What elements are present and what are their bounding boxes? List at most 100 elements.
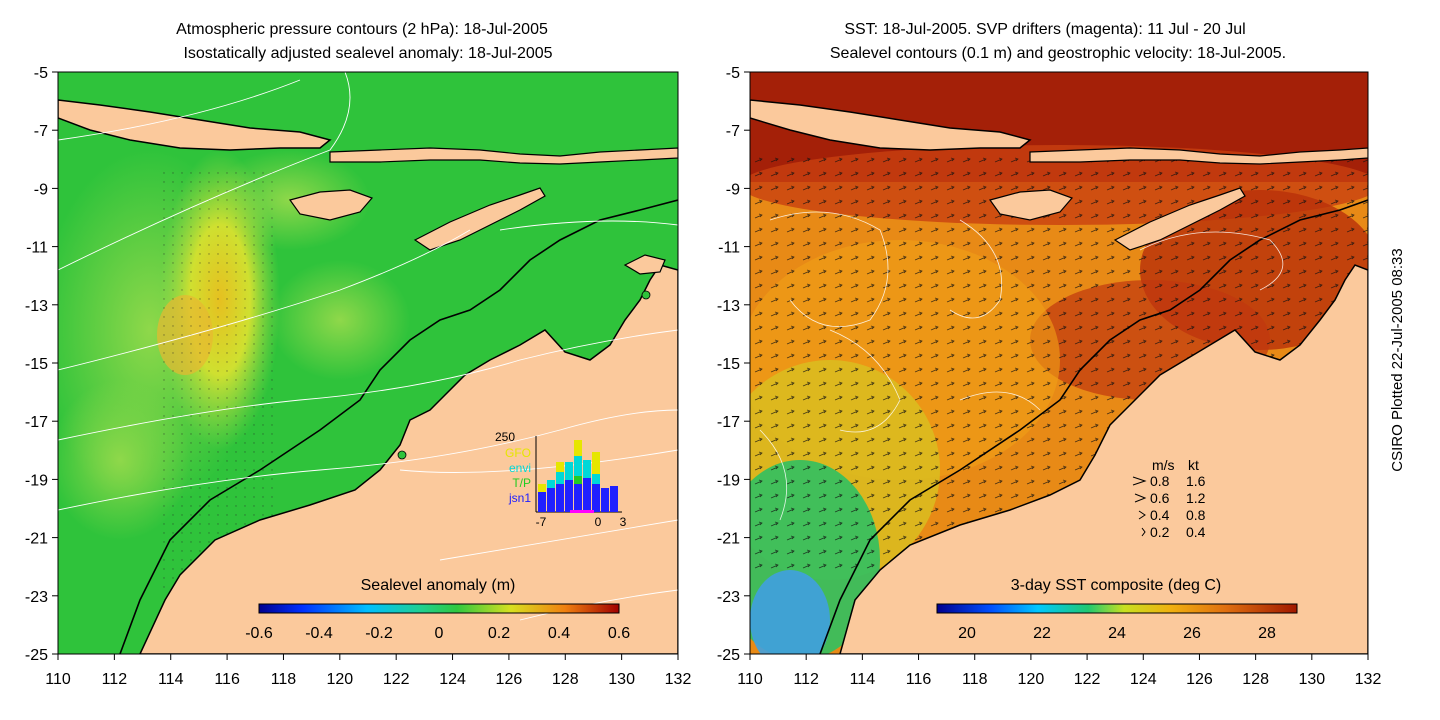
left-colorbar-label: Sealevel anomaly (m): [361, 577, 516, 594]
lat-tick-label: -15: [25, 356, 48, 373]
lon-tick-label: 124: [439, 671, 466, 688]
inset-legend-entry: jsn1: [508, 491, 531, 505]
velocity-scale-arrow: [1138, 510, 1146, 520]
right-sumba-island: [989, 189, 1074, 221]
lon-tick-label: 116: [214, 671, 240, 688]
right-java-land: [750, 99, 1032, 151]
left-java-land: [58, 99, 332, 151]
left-shelf-contour: [119, 199, 678, 654]
velocity-ms-value: 0.2: [1150, 524, 1170, 540]
lat-tick-label: -13: [25, 298, 48, 315]
colorbar-tick-label: 0: [435, 625, 444, 642]
colorbar-tick-label: 26: [1183, 625, 1201, 642]
lat-tick-label: -5: [34, 65, 48, 82]
inset-legend-entry: T/P: [512, 476, 531, 490]
lat-tick-label: -17: [25, 414, 48, 431]
lat-tick-label: -25: [25, 647, 48, 664]
lat-tick-label: -21: [25, 531, 48, 548]
lon-tick-label: 122: [383, 671, 410, 688]
velocity-legend-rows: 0.8 1.60.6 1.20.4 0.80.2 0.4: [1132, 473, 1206, 540]
lon-tick-label: 130: [1298, 671, 1325, 688]
lon-tick-label: 118: [271, 671, 297, 688]
left-latitude-axis: -5 -7 -9 -11 -13 -15 -17 -19 -21 -23 -25: [25, 65, 58, 664]
lat-tick-label: -19: [717, 472, 740, 489]
inset-ymax-label: 250: [495, 430, 515, 444]
lat-tick-label: -17: [717, 414, 740, 431]
velocity-kt-value: 0.8: [1186, 507, 1206, 523]
right-title-line2: Sealevel contours (0.1 m) and geostrophi…: [830, 45, 1286, 62]
velocity-kt-value: 1.2: [1186, 490, 1206, 506]
velocity-scale-arrow: [1141, 527, 1146, 537]
colorbar-tick-label: -0.2: [365, 625, 393, 642]
lat-tick-label: -7: [726, 123, 740, 140]
left-longitude-axis: 110 112 114 116 118 120 122 124 126 128 130 132: [45, 654, 691, 688]
velocity-header-ms: m/s: [1152, 457, 1175, 473]
lon-tick-label: 114: [158, 671, 184, 688]
velocity-kt-value: 1.6: [1186, 473, 1206, 489]
left-australia-land: [139, 264, 678, 654]
right-colorbar-ticks: 20 22 24 26 28: [958, 625, 1276, 642]
velocity-ms-value: 0.8: [1150, 473, 1170, 489]
lat-tick-label: -23: [717, 589, 740, 606]
colorbar-tick-label: 0.6: [608, 625, 630, 642]
lon-tick-label: 128: [1242, 671, 1269, 688]
velocity-ms-value: 0.6: [1150, 490, 1170, 506]
lon-tick-label: 126: [1186, 671, 1213, 688]
lon-tick-label: 120: [326, 671, 353, 688]
left-lesser-sunda-islands: [329, 147, 678, 165]
colorbar-tick-label: 20: [958, 625, 976, 642]
lon-tick-label: 112: [793, 671, 819, 688]
left-map-panel: [58, 72, 678, 654]
colorbar-tick-label: 28: [1258, 625, 1276, 642]
colorbar-tick-label: 0.2: [488, 625, 510, 642]
lon-tick-label: 128: [552, 671, 579, 688]
lon-tick-label: 132: [1355, 671, 1382, 688]
lon-tick-label: 116: [906, 671, 932, 688]
left-timor-island: [413, 187, 546, 251]
lon-tick-label: 124: [1130, 671, 1157, 688]
lat-tick-label: -25: [717, 647, 740, 664]
left-colorbar-ticks: -0.6 -0.4 -0.2 0 0.2 0.4 0.6: [245, 625, 630, 642]
right-latitude-axis: -5 -7 -9 -11 -13 -15 -17 -19 -21 -23 -25: [717, 65, 750, 664]
sealevel-contours: [759, 211, 1284, 521]
velocity-kt-value: 0.4: [1186, 524, 1206, 540]
left-colorbar: [258, 603, 620, 614]
left-title-line1: Atmospheric pressure contours (2 hPa): 1…: [176, 21, 548, 38]
lat-tick-label: -15: [717, 356, 740, 373]
lat-tick-label: -11: [26, 240, 48, 257]
lat-tick-label: -23: [25, 589, 48, 606]
right-lesser-sunda-islands: [1029, 147, 1368, 165]
inset-bars: [538, 440, 618, 513]
plot-credit: CSIRO Plotted 22-Jul-2005 08:33: [1389, 248, 1406, 471]
right-longitude-axis: 110 112 114 116 118 120 122 124 126 128 130 132: [737, 654, 1381, 688]
inset-x-tick-label: -7: [536, 515, 547, 529]
colorbar-tick-label: 22: [1033, 625, 1051, 642]
lon-tick-label: 126: [496, 671, 523, 688]
inset-legend-entry: GFO: [505, 446, 531, 460]
velocity-ms-value: 0.4: [1150, 507, 1170, 523]
velocity-scale-arrow: [1134, 493, 1147, 503]
lat-tick-label: -9: [726, 181, 740, 198]
lat-tick-label: -13: [717, 298, 740, 315]
inset-x-tick-label: 0: [595, 515, 602, 529]
lon-tick-label: 110: [737, 671, 763, 688]
lat-tick-label: -9: [34, 181, 48, 198]
lon-tick-label: 114: [850, 671, 876, 688]
velocity-header-kt: kt: [1188, 457, 1199, 473]
pressure-contours: [58, 72, 678, 621]
colorbar-tick-label: 0.4: [548, 625, 570, 642]
lat-tick-label: -11: [718, 240, 740, 257]
lon-tick-label: 118: [962, 671, 988, 688]
lon-tick-label: 132: [665, 671, 692, 688]
lat-tick-label: -5: [726, 65, 740, 82]
right-map-panel: [750, 72, 1368, 654]
right-timor-island: [1113, 187, 1246, 251]
inset-x-tick-label: 3: [620, 515, 627, 529]
inset-x-ticks: -7 0 3: [536, 515, 627, 529]
lon-tick-label: 120: [1018, 671, 1045, 688]
inset-legend-entry: envi: [509, 461, 531, 475]
right-shelf-contour: [819, 199, 1368, 654]
